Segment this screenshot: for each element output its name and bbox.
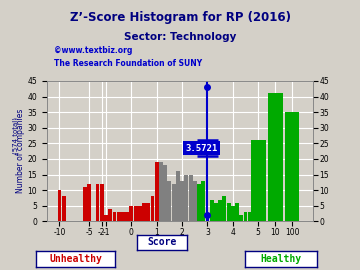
Text: (574 total): (574 total) [13,116,19,154]
Bar [201,181,205,221]
Text: ©www.textbiz.org: ©www.textbiz.org [54,46,132,55]
Bar [83,187,87,221]
Bar [193,181,197,221]
Bar [125,212,129,221]
Bar [244,212,247,221]
Bar [155,162,159,221]
Bar [184,175,188,221]
Bar [121,212,125,221]
Bar [189,175,193,221]
Bar [58,190,62,221]
Bar [142,203,146,221]
Bar [218,200,222,221]
Text: Unhealthy: Unhealthy [49,254,102,264]
Bar [180,181,184,221]
Bar [159,162,163,221]
Bar [172,184,176,221]
Text: The Research Foundation of SUNY: The Research Foundation of SUNY [54,59,202,68]
Bar [231,206,235,221]
Bar [239,215,243,221]
Text: Healthy: Healthy [260,254,301,264]
Bar [235,203,239,221]
Bar [268,93,283,221]
Bar [248,212,252,221]
Text: Z’-Score Histogram for RP (2016): Z’-Score Histogram for RP (2016) [69,11,291,24]
Bar [113,212,116,221]
Bar [176,171,180,221]
Y-axis label: Number of companies: Number of companies [15,109,24,193]
Bar [227,203,230,221]
Bar [134,206,138,221]
Bar [210,200,213,221]
Bar [117,212,121,221]
Text: Sector: Technology: Sector: Technology [124,32,236,42]
Bar [251,140,266,221]
Bar [285,112,300,221]
Text: 3.5721: 3.5721 [185,144,217,153]
Bar [147,203,150,221]
Bar [87,184,91,221]
Bar [130,206,133,221]
Bar [138,206,142,221]
Bar [206,215,210,221]
Bar [150,197,154,221]
Text: Score: Score [147,237,177,247]
Bar [214,203,218,221]
Bar [100,184,104,221]
Bar [163,165,167,221]
Bar [108,209,112,221]
Bar [222,197,226,221]
Bar [96,184,99,221]
Bar [104,215,108,221]
Bar [197,184,201,221]
Bar [167,181,171,221]
Bar [62,197,66,221]
